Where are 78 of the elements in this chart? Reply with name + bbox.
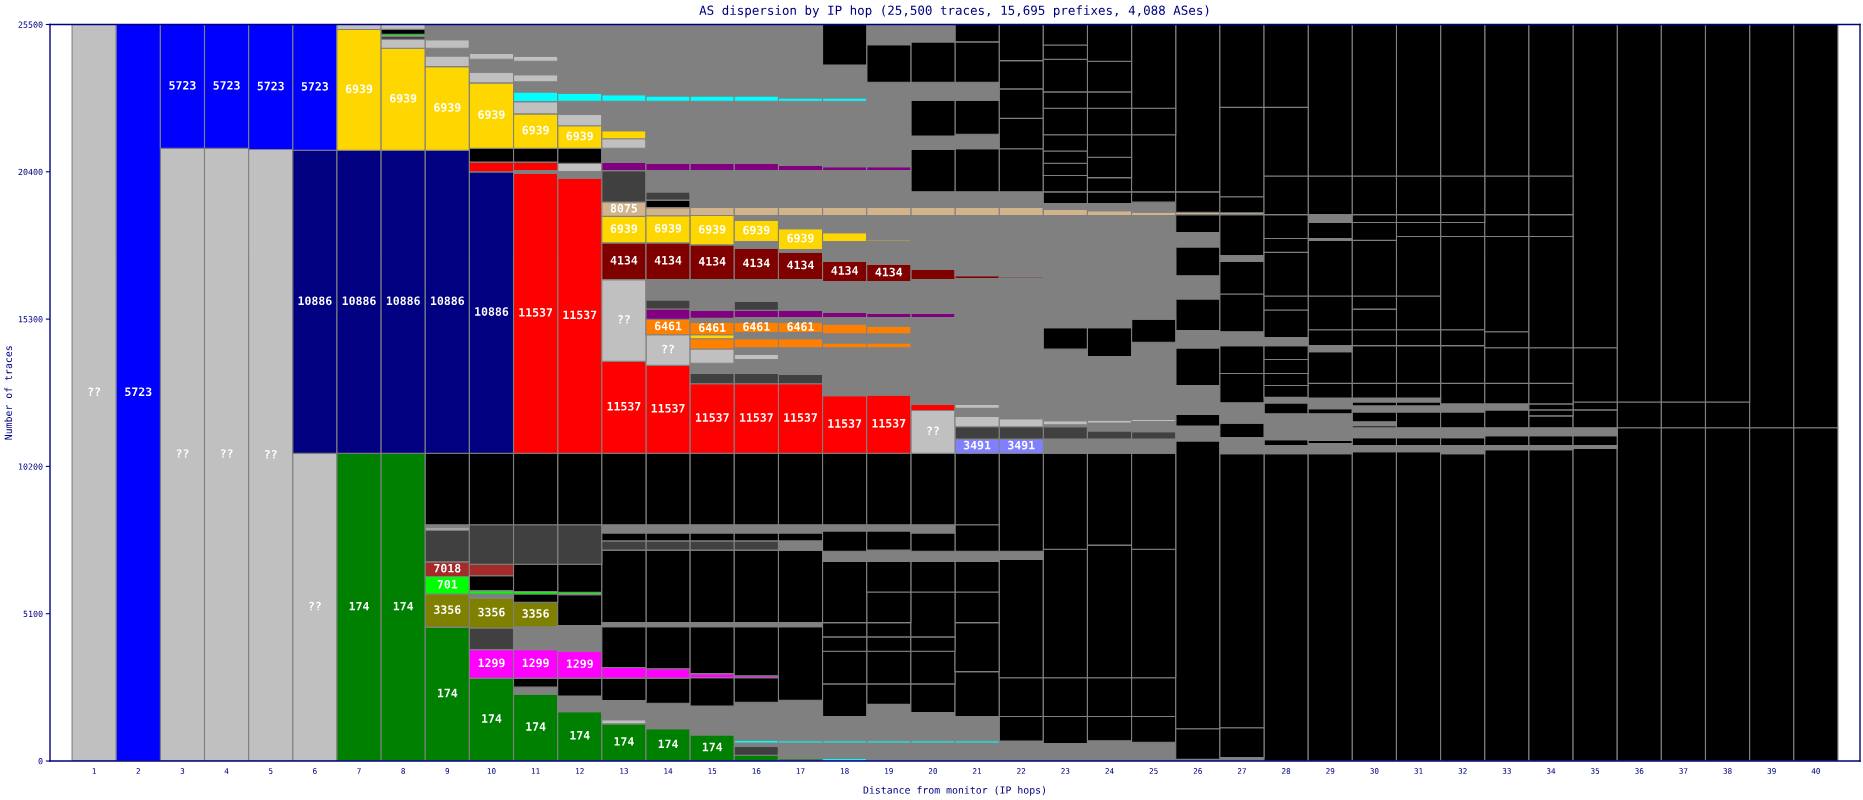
series-label: 10886: [386, 296, 420, 306]
y-tick-label: 5100: [23, 610, 43, 618]
series-label: 10886: [475, 307, 509, 316]
series-label: 6461: [699, 323, 726, 332]
series-label: 6939: [610, 224, 638, 234]
series-label: 11537: [872, 418, 906, 428]
text: 174: [482, 714, 502, 723]
text: 174: [658, 739, 678, 749]
series-label: 3491: [1008, 440, 1035, 450]
series-label: 6461: [654, 321, 682, 331]
text: 6939: [522, 125, 549, 135]
series-label: 174: [702, 742, 723, 752]
series-label: 701: [437, 579, 458, 589]
text: 11537: [784, 413, 817, 422]
series-label: 4134: [743, 258, 770, 268]
series-label: 11537: [695, 413, 729, 422]
series-label: 6939: [654, 223, 682, 233]
series-label: 1299: [566, 659, 593, 669]
series-label: 4134: [654, 255, 682, 265]
text: 174: [349, 601, 369, 611]
text: 174: [570, 731, 590, 740]
y-tick-label: 25500: [18, 21, 43, 28]
text: 4134: [831, 266, 858, 275]
x-axis-title: Distance from monitor (IP hops): [863, 786, 1045, 796]
text: ??: [220, 449, 233, 458]
series-label: 3356: [522, 609, 549, 618]
series-label: 3356: [478, 607, 505, 617]
series-label: ??: [618, 315, 630, 324]
text: 174: [393, 601, 414, 611]
text: 1299: [522, 658, 549, 668]
series-label: 5723: [301, 82, 329, 91]
text: 5723: [213, 80, 240, 90]
y-tick-label: 20400: [18, 168, 43, 176]
series-label: 10886: [431, 296, 465, 306]
text: 6939: [345, 84, 373, 94]
text: ??: [309, 601, 321, 611]
text: 5723: [169, 80, 196, 90]
series-label: 11537: [607, 401, 641, 411]
series-label: 11537: [740, 413, 773, 422]
series-label: ??: [662, 344, 675, 354]
y-tick-label: 10200: [18, 463, 43, 470]
y-tick-label: 0: [38, 758, 43, 765]
series-label: ??: [265, 449, 277, 459]
text: 174: [437, 688, 458, 698]
text: 174: [526, 722, 546, 731]
series-label: 7018: [434, 563, 461, 573]
series-label: 3491: [963, 440, 991, 450]
text: 11537: [828, 419, 862, 428]
text: 10886: [342, 296, 376, 306]
series-label: 6939: [566, 131, 593, 141]
series-label: 6939: [434, 103, 461, 112]
text: ??: [927, 426, 939, 436]
text: 174: [614, 737, 634, 746]
series-label: 5723: [125, 387, 152, 397]
series-label: 11537: [519, 308, 553, 317]
text: 11537: [651, 403, 685, 413]
text: 10886: [298, 296, 332, 306]
series-label: 4134: [787, 260, 814, 270]
series-label: 6939: [478, 110, 505, 119]
series-label: 6939: [390, 93, 417, 103]
series-label: 3356: [434, 605, 461, 614]
y-axis-title: Number of traces: [4, 346, 13, 440]
chart-title: AS dispersion by IP hop (25,500 traces, 15,695 prefixes, 4,088 ASes): [699, 5, 1209, 18]
text: ??: [176, 449, 189, 458]
y-tick-label: 15300: [18, 316, 43, 323]
text: 11537: [563, 310, 597, 320]
series-label: 1299: [478, 658, 505, 668]
series-label: 5723: [257, 81, 284, 91]
series-label: 8075: [610, 203, 637, 213]
series-label: 4134: [875, 267, 903, 277]
series-label: 6461: [787, 322, 814, 331]
text: 6939: [699, 224, 726, 234]
series-label: 6461: [743, 322, 770, 331]
series-label: 6939: [743, 225, 770, 235]
text: ??: [88, 387, 101, 396]
series-label: 6939: [787, 233, 814, 243]
series-label: 4134: [610, 255, 638, 265]
text: 4134: [698, 256, 726, 266]
